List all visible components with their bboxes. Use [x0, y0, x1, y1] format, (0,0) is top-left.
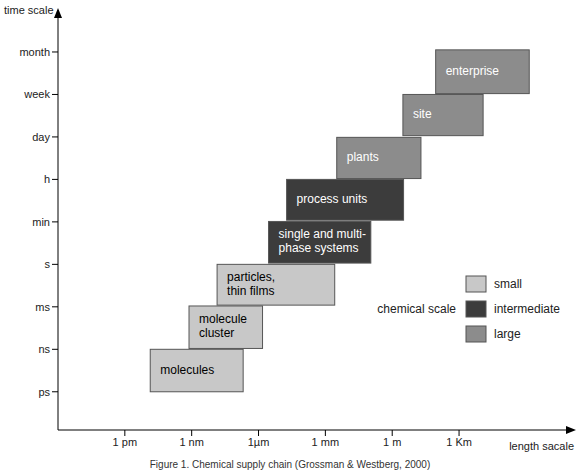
svg-text:chemical scale: chemical scale: [377, 302, 456, 316]
svg-text:length sacale: length sacale: [509, 440, 572, 452]
svg-text:enterprise: enterprise: [446, 64, 500, 78]
svg-text:s: s: [45, 258, 51, 270]
svg-text:1 pm: 1 pm: [113, 436, 137, 448]
svg-text:particles,thin films: particles,thin films: [227, 270, 275, 298]
svg-text:1 m: 1 m: [383, 436, 401, 448]
svg-text:h: h: [44, 173, 50, 185]
svg-text:1µm: 1µm: [248, 436, 270, 448]
svg-text:1 mm: 1 mm: [312, 436, 340, 448]
svg-text:single and multi-phase systems: single and multi-phase systems: [279, 227, 366, 255]
svg-text:time scale: time scale: [8, 4, 54, 16]
svg-text:1 Km: 1 Km: [446, 436, 472, 448]
svg-text:ps: ps: [38, 386, 50, 398]
svg-text:intermediate: intermediate: [494, 302, 560, 316]
svg-text:plants: plants: [347, 150, 379, 164]
svg-text:large: large: [494, 327, 521, 341]
svg-text:week: week: [23, 88, 50, 100]
svg-text:moleculecluster: moleculecluster: [199, 312, 247, 340]
svg-text:min: min: [32, 216, 50, 228]
svg-text:day: day: [32, 131, 50, 143]
svg-text:1 nm: 1 nm: [179, 436, 203, 448]
svg-text:molecules: molecules: [160, 363, 214, 377]
svg-text:Figure 1. Chemical supply chai: Figure 1. Chemical supply chain (Grossma…: [150, 459, 431, 470]
svg-text:site: site: [413, 107, 432, 121]
svg-text:ns: ns: [38, 343, 50, 355]
svg-text:month: month: [19, 46, 50, 58]
svg-text:process units: process units: [297, 192, 368, 206]
svg-text:ms: ms: [35, 301, 50, 313]
svg-text:small: small: [494, 277, 522, 291]
